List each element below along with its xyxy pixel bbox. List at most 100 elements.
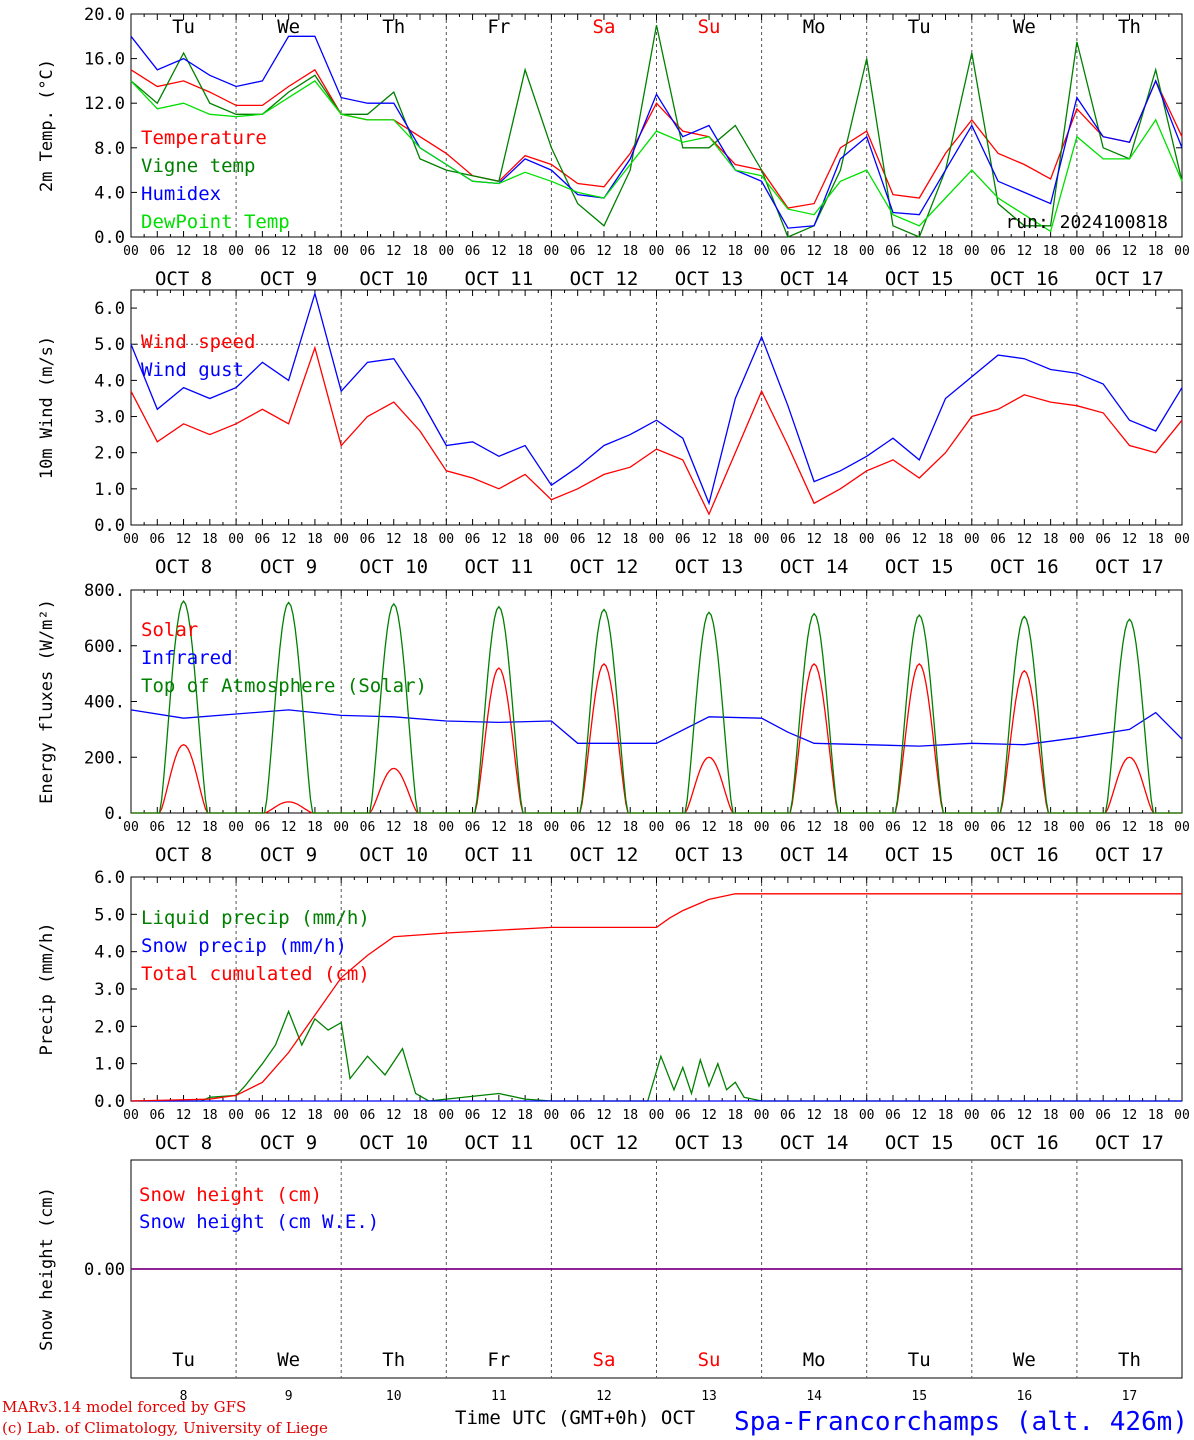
precip-date-label: OCT 15 xyxy=(885,1132,954,1154)
wind-y-tick-label: 5.0 xyxy=(94,335,125,355)
energy-y-tick-label: 800. xyxy=(84,581,125,601)
weekday-label-top: Sa xyxy=(593,16,616,38)
precip-hour-label: 18 xyxy=(622,1108,638,1123)
energy-date-label: OCT 8 xyxy=(155,844,212,866)
wind-hour-label: 00 xyxy=(964,532,980,547)
energy-hour-label: 12 xyxy=(806,820,822,835)
temp-hour-label: 06 xyxy=(360,244,376,259)
precip-hour-label: 00 xyxy=(544,1108,560,1123)
energy-y-tick-label: 200. xyxy=(84,748,125,768)
precip-hour-label: 12 xyxy=(911,1108,927,1123)
precip-hour-label: 06 xyxy=(990,1108,1006,1123)
precip-legend-snow-precip-mm-h-: Snow precip (mm/h) xyxy=(141,935,347,957)
weekday-label-top: Tu xyxy=(172,16,195,38)
precip-hour-label: 12 xyxy=(701,1108,717,1123)
temp-series-dewpoint-temp xyxy=(130,80,1183,233)
weekday-label-top: We xyxy=(277,16,300,38)
wind-date-label: OCT 16 xyxy=(990,556,1059,578)
precip-hour-label: 00 xyxy=(649,1108,665,1123)
energy-date-label: OCT 15 xyxy=(885,844,954,866)
wind-hour-label: 12 xyxy=(911,532,927,547)
temp-y-tick-label: 12.0 xyxy=(84,94,125,114)
temp-hour-label: 00 xyxy=(1174,244,1190,259)
energy-hour-label: 06 xyxy=(149,820,165,835)
weekday-label-top: We xyxy=(1013,16,1036,38)
precip-hour-label: 18 xyxy=(517,1108,533,1123)
weekday-label-bottom: Tu xyxy=(908,1349,931,1371)
temp-hour-label: 00 xyxy=(123,244,139,259)
energy-date-label: OCT 10 xyxy=(359,844,428,866)
wind-y-tick-label: 4.0 xyxy=(94,371,125,391)
snow-y-axis-label: Snow height (cm) xyxy=(37,1187,57,1351)
wind-hour-label: 12 xyxy=(176,532,192,547)
wind-series-wind-speed xyxy=(130,345,1183,516)
bottom-date-label: 16 xyxy=(1017,1389,1033,1404)
energy-legend-infrared: Infrared xyxy=(141,647,233,669)
wind-date-label: OCT 17 xyxy=(1095,556,1164,578)
temp-hour-label: 00 xyxy=(649,244,665,259)
precip-hour-label: 18 xyxy=(202,1108,218,1123)
temp-hour-label: 18 xyxy=(307,244,323,259)
temp-date-label: OCT 15 xyxy=(885,268,954,290)
temp-hour-label: 00 xyxy=(754,244,770,259)
wind-hour-label: 12 xyxy=(1017,532,1033,547)
wind-hour-label: 00 xyxy=(859,532,875,547)
precip-date-label: OCT 16 xyxy=(990,1132,1059,1154)
temp-hour-label: 12 xyxy=(386,244,402,259)
energy-y-tick-label: 400. xyxy=(84,693,125,713)
precip-hour-label: 18 xyxy=(727,1108,743,1123)
precip-hour-label: 18 xyxy=(833,1108,849,1123)
temp-legend-temperature: Temperature xyxy=(141,127,267,149)
precip-series-total-cumulated-cm- xyxy=(130,893,1182,1102)
temp-series-vigne-temp xyxy=(130,25,1183,238)
temp-hour-label: 12 xyxy=(596,244,612,259)
temp-hour-label: 18 xyxy=(517,244,533,259)
wind-hour-label: 18 xyxy=(307,532,323,547)
energy-hour-label: 12 xyxy=(1017,820,1033,835)
energy-y-tick-label: 0. xyxy=(105,804,125,824)
temp-series-humidex xyxy=(130,35,1183,229)
footer-copyright: (c) Lab. of Climatology, University of L… xyxy=(2,1419,328,1437)
bottom-date-label: 9 xyxy=(285,1389,293,1404)
temp-hour-label: 06 xyxy=(885,244,901,259)
wind-date-label: OCT 13 xyxy=(675,556,744,578)
weekday-label-bottom: We xyxy=(277,1349,300,1371)
temp-y-tick-label: 20.0 xyxy=(84,5,125,25)
precip-hour-label: 12 xyxy=(386,1108,402,1123)
energy-plot-frame xyxy=(130,589,1183,814)
temp-date-label: OCT 10 xyxy=(359,268,428,290)
energy-hour-label: 06 xyxy=(360,820,376,835)
wind-hour-label: 12 xyxy=(806,532,822,547)
temp-hour-label: 06 xyxy=(149,244,165,259)
precip-hour-label: 12 xyxy=(491,1108,507,1123)
energy-date-label: OCT 12 xyxy=(570,844,639,866)
temp-hour-label: 00 xyxy=(544,244,560,259)
wind-hour-label: 12 xyxy=(386,532,402,547)
precip-hour-label: 00 xyxy=(438,1108,454,1123)
precip-legend-liquid-precip-mm-h-: Liquid precip (mm/h) xyxy=(141,907,370,929)
energy-y-axis-label: Energy fluxes (W/m²) xyxy=(37,599,57,804)
temp-hour-label: 12 xyxy=(491,244,507,259)
energy-hour-label: 12 xyxy=(386,820,402,835)
precip-date-label: OCT 11 xyxy=(465,1132,534,1154)
bottom-date-label: 17 xyxy=(1122,1389,1138,1404)
precip-hour-label: 06 xyxy=(149,1108,165,1123)
precip-date-label: OCT 13 xyxy=(675,1132,744,1154)
wind-hour-label: 18 xyxy=(1148,532,1164,547)
wind-legend-wind-gust: Wind gust xyxy=(141,359,244,381)
energy-y-tick-label: 600. xyxy=(84,637,125,657)
wind-hour-label: 00 xyxy=(438,532,454,547)
precip-hour-label: 06 xyxy=(570,1108,586,1123)
weekday-label-top: Tu xyxy=(908,16,931,38)
temp-date-label: OCT 16 xyxy=(990,268,1059,290)
precip-hour-label: 12 xyxy=(806,1108,822,1123)
precip-hour-label: 12 xyxy=(176,1108,192,1123)
weekday-label-bottom: We xyxy=(1013,1349,1036,1371)
temp-hour-label: 00 xyxy=(438,244,454,259)
energy-hour-label: 06 xyxy=(885,820,901,835)
temp-date-label: OCT 14 xyxy=(780,268,849,290)
wind-hour-label: 00 xyxy=(649,532,665,547)
wind-series-wind-gust xyxy=(130,291,1183,506)
wind-hour-label: 18 xyxy=(202,532,218,547)
